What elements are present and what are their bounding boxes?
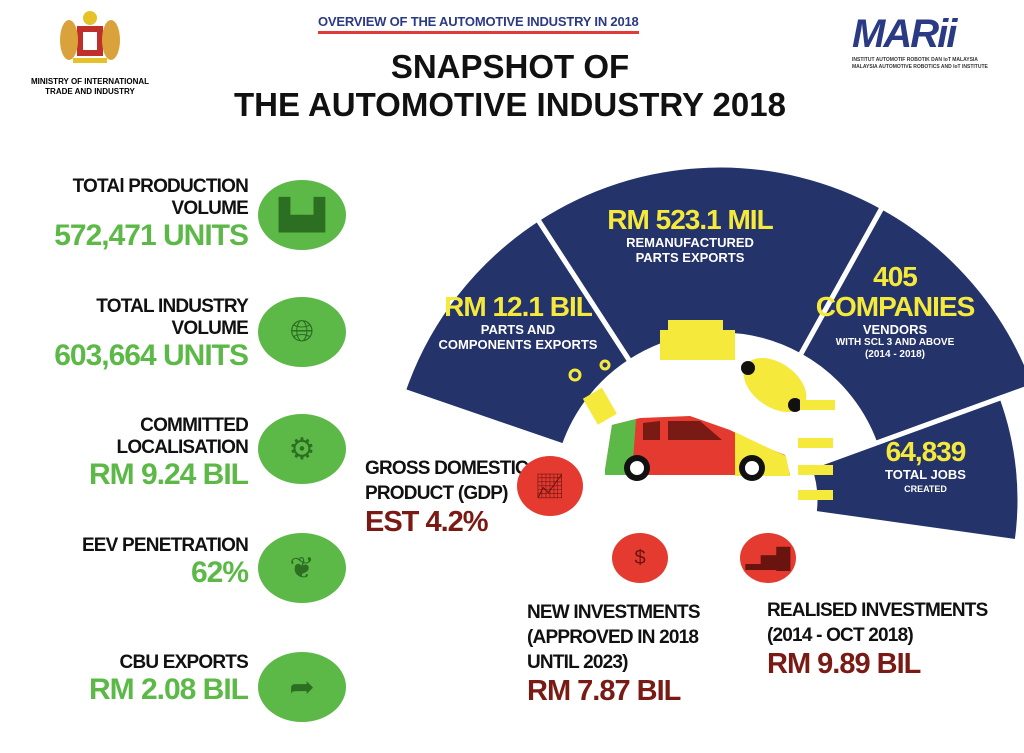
segment-label: REMANUFACTURED	[626, 235, 754, 250]
stat-industry-volume: TOTAL INDUSTRY VOLUME 603,664 UNITS	[18, 296, 249, 372]
segment-value: 405	[873, 261, 918, 292]
segment-label: VENDORS	[862, 322, 928, 337]
mari-logo-text: MARii	[852, 12, 957, 56]
title-line-1: SNAPSHOT OF	[390, 48, 630, 85]
segment-label: PARTS AND	[480, 322, 556, 337]
segment-label: CREATED	[904, 484, 947, 494]
leaf-icon: ❦	[258, 533, 346, 603]
stat-label: TOTAl PRODUCTION VOLUME	[72, 176, 249, 219]
mari-subtitle-2: MALAYSIA AUTOMOTIVE ROBOTICS AND IoT INS…	[852, 64, 988, 70]
segment-value: 64,839	[885, 436, 967, 467]
workers-illustration	[741, 358, 835, 500]
gdp-value: EST 4.2%	[365, 506, 489, 538]
segment-label: TOTAL JOBS	[885, 467, 966, 482]
realised-investments-value: RM 9.89 BIL	[767, 648, 921, 680]
page-title: SNAPSHOT OF THE AUTOMOTIVE INDUSTRY 2018	[200, 48, 820, 124]
new-investments-block: NEW INVESTMENTS (APPROVED IN 2018 UNTIL 20…	[527, 600, 701, 708]
gdp-block: GROSS DOMESTIC PRODUCT (GDP) EST 4.2%	[365, 456, 529, 539]
stat-value: RM 2.08 BIL	[88, 673, 249, 706]
gdp-label: PRODUCT (GDP)	[365, 483, 508, 504]
stat-value: 62%	[190, 556, 249, 589]
ministry-logo: MINISTRY OF INTERNATIONAL TRADE AND INDU…	[20, 8, 160, 97]
realised-investments-block: REALISED INVESTMENTS (2014 - OCT 2018) RM …	[767, 598, 988, 681]
segment-shape-reman	[534, 162, 886, 366]
realised-investments-label: (2014 - OCT 2018)	[767, 625, 914, 646]
stat-label: EEV PENETRATION	[81, 535, 249, 556]
stat-localisation: COMMITTED LOCALISATION RM 9.24 BIL	[18, 415, 249, 491]
car-icon	[605, 416, 790, 481]
stat-value: 572,471 UNITS	[54, 219, 249, 252]
mari-logo: MARii INSTITUT AUTOMOTIF ROBOTIK DAN IoT…	[852, 12, 1002, 71]
new-investments-label: NEW INVESTMENTS	[527, 602, 701, 623]
overview-heading: OVERVIEW OF THE AUTOMOTIVE INDUSTRY IN 2…	[318, 14, 639, 34]
ministry-name: MINISTRY OF INTERNATIONAL TRADE AND INDU…	[30, 77, 150, 96]
stat-label: CBU EXPORTS	[119, 652, 249, 673]
coat-of-arms-icon	[60, 11, 120, 63]
stat-cbu-exports: CBU EXPORTS RM 2.08 BIL	[18, 652, 249, 706]
factory-illustration	[660, 320, 735, 360]
gdp-label: GROSS DOMESTIC	[365, 458, 529, 479]
factory-icon: ▙▟	[258, 180, 346, 250]
segment-vendors: 405 COMPANIES VENDORS WITH SCL 3 AND ABOVE(…	[805, 262, 985, 361]
growth-chart-icon: 📈︎	[517, 456, 583, 516]
segment-reman-exports: RM 523.1 MIL REMANUFACTURED PARTS EXPORTS	[590, 204, 790, 266]
robot-arm-icon: ⚙	[258, 414, 346, 484]
mari-subtitle-1: INSTITUT AUTOMOTIF ROBOTIK DAN IoT MALAY…	[852, 57, 978, 63]
stat-eev: EEV PENETRATION 62%	[18, 535, 249, 589]
segment-jobs: 64,839 TOTAL JOBS CREATED	[868, 437, 983, 497]
new-investments-label: UNTIL 2023)	[527, 652, 628, 673]
new-investments-label: (APPROVED IN 2018	[527, 627, 699, 648]
stat-label: TOTAL INDUSTRY VOLUME	[96, 296, 249, 339]
stat-label: COMMITTED LOCALISATION	[116, 415, 249, 458]
share-arrow-icon: ➦	[258, 652, 346, 722]
segment-label: WITH SCL 3 AND ABOVE	[835, 337, 955, 348]
new-investments-value: RM 7.87 BIL	[527, 675, 681, 707]
stat-value: RM 9.24 BIL	[88, 458, 249, 491]
robot-arms-illustration	[568, 359, 617, 425]
segment-value: COMPANIES	[815, 291, 976, 322]
segment-shape-vendors	[796, 203, 1024, 447]
globe-icon: 🌐︎	[258, 297, 346, 367]
segment-value: RM 523.1 MIL	[607, 204, 773, 235]
title-line-2: THE AUTOMOTIVE INDUSTRY 2018	[234, 86, 786, 123]
stat-production: TOTAl PRODUCTION VOLUME 572,471 UNITS	[18, 176, 249, 252]
stat-value: 603,664 UNITS	[54, 339, 249, 372]
bar-chart-icon: ▂▅█	[740, 533, 796, 583]
money-hand-icon: $	[612, 533, 668, 583]
segment-label: PARTS EXPORTS	[635, 250, 745, 265]
realised-investments-label: REALISED INVESTMENTS	[767, 600, 988, 621]
segment-value: RM 12.1 BIL	[444, 291, 593, 322]
segment-label: (2014 - 2018)	[864, 349, 926, 360]
segment-parts-exports: RM 12.1 BIL PARTS AND COMPONENTS EXPORTS	[428, 291, 608, 353]
segment-label: COMPONENTS EXPORTS	[438, 337, 598, 352]
